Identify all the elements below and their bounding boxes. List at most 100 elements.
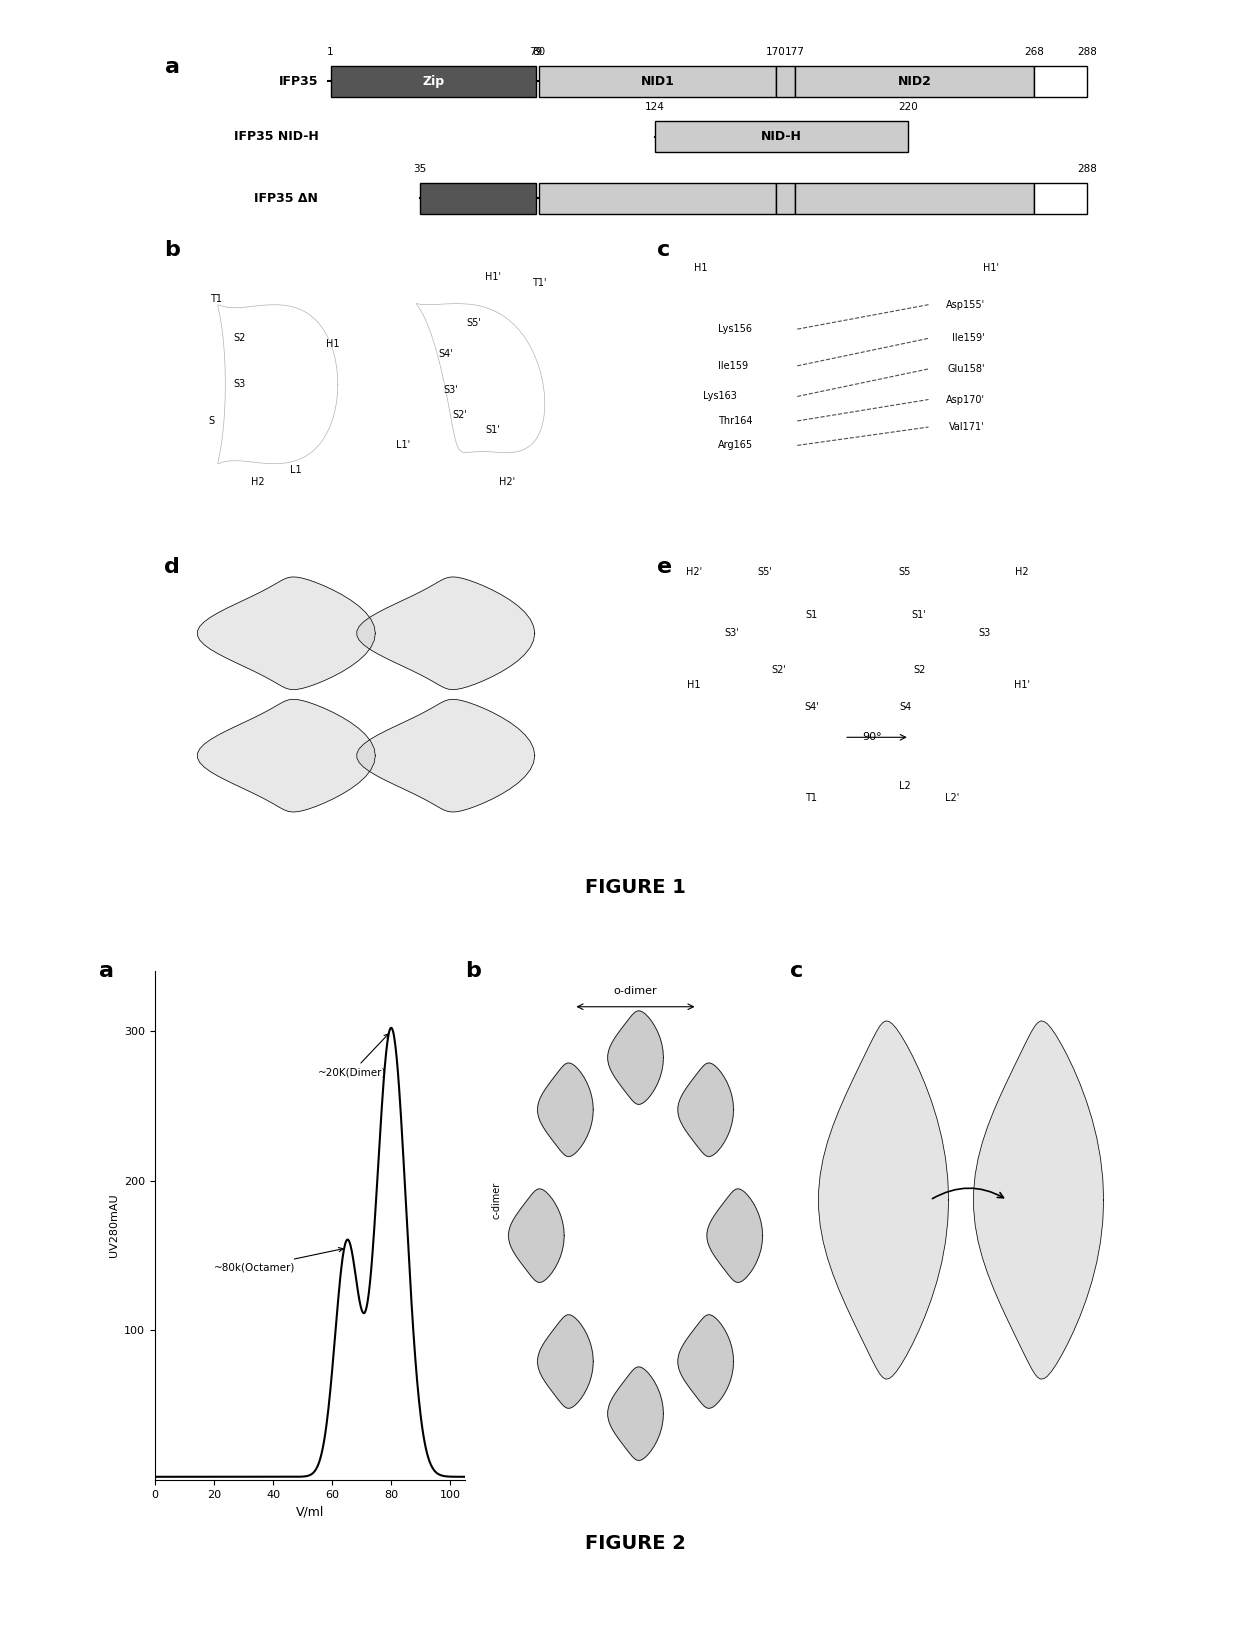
FancyBboxPatch shape bbox=[795, 67, 1034, 98]
Polygon shape bbox=[357, 699, 534, 812]
Text: H2': H2' bbox=[498, 478, 515, 488]
Text: IFP35 ΔN: IFP35 ΔN bbox=[254, 192, 319, 205]
Polygon shape bbox=[608, 1367, 663, 1461]
Text: S4': S4' bbox=[804, 702, 818, 712]
Text: Asp155': Asp155' bbox=[946, 299, 985, 310]
Text: ~80k(Octamer): ~80k(Octamer) bbox=[215, 1248, 343, 1272]
Text: Lys156: Lys156 bbox=[718, 323, 751, 335]
Text: NID1: NID1 bbox=[641, 75, 675, 88]
Text: NID-H: NID-H bbox=[761, 130, 802, 143]
Text: L2': L2' bbox=[945, 793, 959, 803]
FancyBboxPatch shape bbox=[420, 184, 536, 214]
Text: T1: T1 bbox=[210, 294, 222, 304]
Polygon shape bbox=[508, 1190, 564, 1282]
Text: S4: S4 bbox=[899, 702, 911, 712]
Polygon shape bbox=[678, 1315, 734, 1409]
Text: S1': S1' bbox=[485, 426, 500, 436]
Polygon shape bbox=[608, 1011, 663, 1105]
Text: Glu158': Glu158' bbox=[947, 364, 985, 374]
Text: e: e bbox=[657, 557, 672, 577]
Polygon shape bbox=[678, 1063, 734, 1157]
Text: 80: 80 bbox=[532, 47, 546, 57]
Polygon shape bbox=[197, 699, 376, 812]
Text: H1: H1 bbox=[687, 681, 701, 691]
FancyBboxPatch shape bbox=[776, 184, 795, 214]
Text: S3: S3 bbox=[978, 629, 991, 639]
Text: NID2: NID2 bbox=[898, 75, 931, 88]
Text: 268: 268 bbox=[1024, 47, 1044, 57]
Text: S5: S5 bbox=[899, 567, 911, 577]
Text: FIGURE 2: FIGURE 2 bbox=[585, 1534, 686, 1554]
FancyBboxPatch shape bbox=[655, 120, 908, 153]
FancyBboxPatch shape bbox=[776, 67, 795, 98]
Text: IFP35: IFP35 bbox=[279, 75, 319, 88]
Text: S3': S3' bbox=[443, 385, 458, 395]
FancyBboxPatch shape bbox=[1034, 184, 1087, 214]
Polygon shape bbox=[538, 1315, 593, 1409]
Text: S4': S4' bbox=[438, 349, 453, 359]
FancyBboxPatch shape bbox=[795, 184, 1034, 214]
Text: c: c bbox=[791, 960, 804, 982]
Text: FIGURE 1: FIGURE 1 bbox=[585, 879, 686, 897]
Text: L1': L1' bbox=[397, 440, 410, 450]
Text: H1': H1' bbox=[1014, 681, 1030, 691]
Text: H1: H1 bbox=[694, 263, 708, 273]
Y-axis label: UV280mAU: UV280mAU bbox=[109, 1194, 119, 1258]
Text: 79: 79 bbox=[529, 47, 543, 57]
Text: o-dimer: o-dimer bbox=[614, 986, 657, 996]
FancyBboxPatch shape bbox=[539, 184, 776, 214]
FancyBboxPatch shape bbox=[1034, 67, 1087, 98]
Text: H1': H1' bbox=[983, 263, 998, 273]
Text: S5': S5' bbox=[756, 567, 771, 577]
Text: S: S bbox=[208, 416, 215, 426]
Text: ~20K(Dimer): ~20K(Dimer) bbox=[317, 1034, 388, 1077]
Polygon shape bbox=[973, 1020, 1104, 1380]
Text: c: c bbox=[657, 240, 670, 260]
Text: Ile159': Ile159' bbox=[952, 333, 985, 343]
Text: T1: T1 bbox=[805, 793, 817, 803]
Text: S1: S1 bbox=[805, 609, 817, 619]
Text: H2: H2 bbox=[1016, 567, 1029, 577]
Text: S3': S3' bbox=[724, 629, 739, 639]
Text: L1: L1 bbox=[290, 465, 301, 474]
Polygon shape bbox=[707, 1190, 763, 1282]
Text: S3: S3 bbox=[233, 379, 246, 390]
Text: IFP35 NID-H: IFP35 NID-H bbox=[233, 130, 319, 143]
Text: c-dimer: c-dimer bbox=[491, 1181, 501, 1219]
Text: 288: 288 bbox=[1078, 47, 1097, 57]
Text: H2': H2' bbox=[686, 567, 702, 577]
Text: 220: 220 bbox=[898, 102, 918, 112]
Text: Lys163: Lys163 bbox=[703, 392, 738, 401]
Text: b: b bbox=[465, 960, 481, 982]
Text: H1: H1 bbox=[326, 340, 340, 349]
Text: 124: 124 bbox=[645, 102, 665, 112]
Text: S1': S1' bbox=[911, 609, 926, 619]
Text: S2': S2' bbox=[453, 410, 467, 419]
Text: L2: L2 bbox=[899, 782, 911, 791]
FancyBboxPatch shape bbox=[331, 67, 536, 98]
FancyBboxPatch shape bbox=[539, 67, 776, 98]
Text: 177: 177 bbox=[785, 47, 805, 57]
Text: 288: 288 bbox=[1078, 164, 1097, 174]
Text: a: a bbox=[99, 960, 114, 982]
Text: T1': T1' bbox=[532, 278, 547, 288]
Text: b: b bbox=[165, 240, 180, 260]
Text: H1': H1' bbox=[485, 271, 501, 283]
Text: 170: 170 bbox=[766, 47, 786, 57]
Text: d: d bbox=[165, 557, 180, 577]
Text: a: a bbox=[165, 57, 180, 78]
Polygon shape bbox=[818, 1020, 949, 1380]
Polygon shape bbox=[538, 1063, 593, 1157]
Text: Asp170': Asp170' bbox=[946, 395, 985, 405]
Polygon shape bbox=[357, 577, 534, 689]
Text: S2: S2 bbox=[233, 333, 246, 343]
Text: H2: H2 bbox=[252, 478, 265, 488]
Text: Zip: Zip bbox=[423, 75, 444, 88]
Text: 90°: 90° bbox=[863, 733, 882, 743]
Text: Ile159: Ile159 bbox=[718, 361, 748, 370]
Text: 1: 1 bbox=[327, 47, 334, 57]
Text: S2: S2 bbox=[913, 665, 925, 674]
X-axis label: V/ml: V/ml bbox=[296, 1505, 324, 1518]
Text: Arg165: Arg165 bbox=[718, 440, 753, 450]
Polygon shape bbox=[197, 577, 376, 689]
